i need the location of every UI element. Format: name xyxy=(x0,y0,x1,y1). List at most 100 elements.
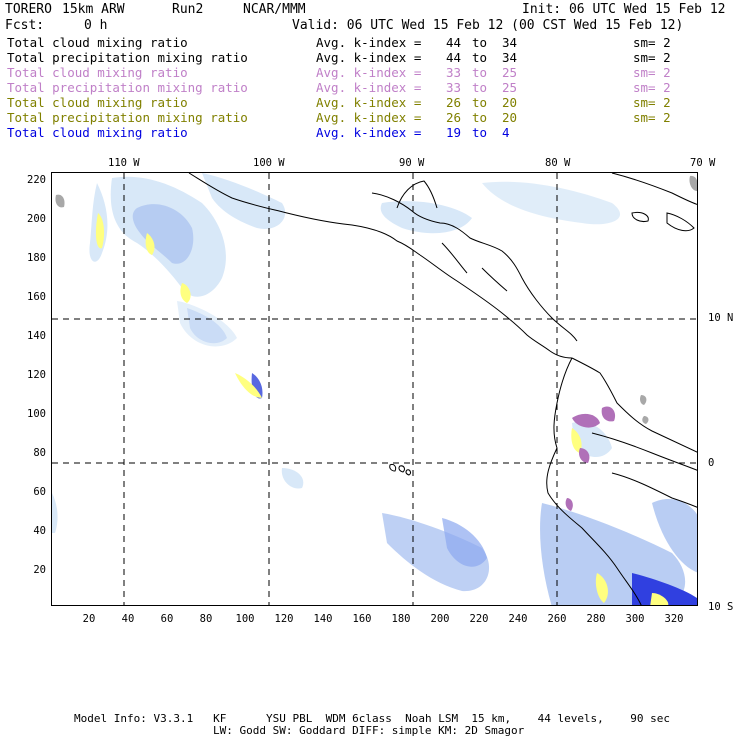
precip-purple-1 xyxy=(572,413,600,428)
legend-to: 20 xyxy=(502,95,518,110)
y-tick-label: 100 xyxy=(27,408,46,420)
footer-physics-info: LW: Godd SW: Goddard DIFF: simple KM: 2D… xyxy=(213,724,525,737)
model-name: TORERO xyxy=(5,2,52,17)
x-tick-label: 200 xyxy=(430,613,450,625)
legend-avg-label: Avg. k-index = xyxy=(316,95,422,110)
x-tick-label: 40 xyxy=(121,613,135,625)
cloud-area-south-1 xyxy=(382,513,490,592)
legend-field: Total cloud mixing ratio xyxy=(7,65,188,80)
legend-to-word: to xyxy=(472,80,488,95)
cloud-area-east xyxy=(652,499,697,573)
island-cuba xyxy=(611,173,697,205)
x-tick-label: 280 xyxy=(586,613,606,625)
legend-from: 33 xyxy=(446,65,462,80)
y-tick-label: 160 xyxy=(27,291,46,303)
island-hispaniola xyxy=(666,212,695,232)
legend-to-word: to xyxy=(472,35,488,50)
lat-lon-grid xyxy=(52,173,697,605)
precip-purple-3 xyxy=(578,448,590,463)
legend-sm: sm= 2 xyxy=(633,95,671,110)
cloud-area-caribbean xyxy=(482,181,621,225)
x-tick-label: 320 xyxy=(664,613,684,625)
map-frame xyxy=(51,172,698,606)
valid-time: Valid: 06 UTC Wed 15 Feb 12 (00 CST Wed … xyxy=(292,18,684,33)
precip-yellow-3 xyxy=(180,283,191,303)
forecast-label: Fcst: xyxy=(5,18,45,33)
y-tick-label: 40 xyxy=(33,525,46,537)
precip-purple-4 xyxy=(565,498,573,511)
y-tick-label: 180 xyxy=(27,252,46,264)
cloud-patch-west-edge xyxy=(52,493,58,533)
legend-sm: sm= 2 xyxy=(633,65,671,80)
legend-row: Total precipitation mixing ratio Avg. k-i… xyxy=(0,50,740,65)
legend-from: 33 xyxy=(446,80,462,95)
coastline-central-america xyxy=(419,254,573,359)
coastline-south-america-west xyxy=(546,357,642,605)
x-tick-label: 80 xyxy=(199,613,213,625)
x-tick-label: 100 xyxy=(235,613,255,625)
y-tick-label: 20 xyxy=(33,564,46,576)
precip-yellow-5 xyxy=(571,428,582,453)
legend-from: 44 xyxy=(446,50,462,65)
legend-avg-label: Avg. k-index = xyxy=(316,110,422,125)
border-south-america-2 xyxy=(611,472,697,508)
legend-from: 26 xyxy=(446,110,462,125)
legend-row: Total precipitation mixing ratio Avg. k-i… xyxy=(0,110,740,125)
precip-gray-1 xyxy=(55,194,65,208)
x-tick-label: 20 xyxy=(82,613,96,625)
precip-yellow-4 xyxy=(235,373,262,398)
cloud-fields xyxy=(52,173,697,605)
lat-label-10n: 10 N xyxy=(708,312,734,324)
legend-avg-label: Avg. k-index = xyxy=(316,80,422,95)
coastlines xyxy=(188,173,697,605)
island-galapagos-1 xyxy=(389,464,397,472)
lon-label-90w: 90 W xyxy=(399,157,425,169)
x-tick-label: 160 xyxy=(352,613,372,625)
precip-yellow-6 xyxy=(595,573,608,603)
lon-label-80w: 80 W xyxy=(545,157,571,169)
y-tick-label: 200 xyxy=(27,213,46,225)
x-tick-label: 140 xyxy=(313,613,333,625)
legend-sm: sm= 2 xyxy=(633,110,671,125)
legend-field: Total precipitation mixing ratio xyxy=(7,80,248,95)
precip-yellow-7 xyxy=(650,593,669,605)
cloud-patch-equator xyxy=(281,468,304,489)
legend-to: 25 xyxy=(502,80,518,95)
y-tick-label: 80 xyxy=(33,447,46,459)
precip-gray-3 xyxy=(640,395,647,405)
legend-field: Total precipitation mixing ratio xyxy=(7,110,248,125)
lon-label-110w: 110 W xyxy=(108,157,140,169)
legend-row: Total precipitation mixing ratio Avg. k-i… xyxy=(0,80,740,95)
legend-to: 34 xyxy=(502,35,518,50)
x-tick-label: 60 xyxy=(160,613,174,625)
precip-purple-2 xyxy=(601,406,616,422)
legend-avg-label: Avg. k-index = xyxy=(316,65,422,80)
cloud-area-south-2 xyxy=(442,518,487,567)
coastline-caribbean xyxy=(371,192,578,342)
weather-map xyxy=(52,173,697,605)
x-tick-label: 180 xyxy=(391,613,411,625)
precip-gray-2 xyxy=(689,175,697,191)
lon-label-100w: 100 W xyxy=(253,157,285,169)
legend-sm: sm= 2 xyxy=(633,35,671,50)
legend-field: Total cloud mixing ratio xyxy=(7,35,188,50)
legend-row: Total cloud mixing ratio Avg. k-index = 26… xyxy=(0,95,740,110)
legend-from: 26 xyxy=(446,95,462,110)
lat-label-10s: 10 S xyxy=(708,601,734,613)
coastline-mexico xyxy=(188,173,421,256)
cloud-area-coast xyxy=(202,173,286,229)
legend-avg-label: Avg. k-index = xyxy=(316,50,422,65)
legend-from: 19 xyxy=(446,125,462,140)
x-tick-label: 260 xyxy=(547,613,567,625)
coastline-yucatan xyxy=(396,180,438,209)
legend-avg-label: Avg. k-index = xyxy=(316,35,422,50)
init-time: Init: 06 UTC Wed 15 Feb 12 xyxy=(522,2,726,17)
island-jamaica xyxy=(631,212,649,222)
x-tick-label: 300 xyxy=(625,613,645,625)
lon-label-70w: 70 W xyxy=(690,157,716,169)
legend-field: Total cloud mixing ratio xyxy=(7,95,188,110)
precip-yellow-1 xyxy=(95,213,105,249)
legend-sm: sm= 2 xyxy=(633,80,671,95)
cloud-blob-mid-light xyxy=(177,301,237,347)
footer-model-info: Model Info: V3.3.1 KF YSU PBL WDM 6class… xyxy=(74,712,671,725)
